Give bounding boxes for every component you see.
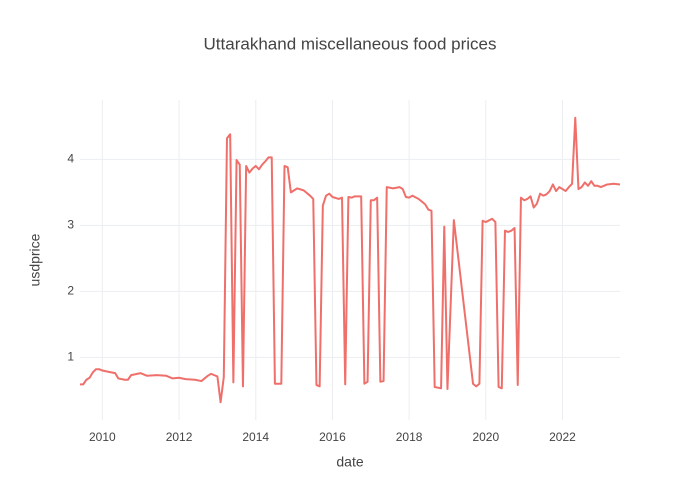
chart-title: Uttarakhand miscellaneous food prices	[204, 34, 497, 53]
x-tick-label: 2014	[242, 430, 269, 444]
y-tick-label: 2	[67, 284, 74, 298]
y-axis-title: usdprice	[27, 233, 43, 286]
x-tick-label: 2016	[319, 430, 346, 444]
y-tick-label: 1	[67, 349, 74, 363]
grid-layer: 1 2 3 4 2010 2012 2014 2016 2018 2020 2022	[67, 100, 620, 444]
x-axis-title: date	[336, 454, 363, 470]
data-line	[80, 116, 621, 404]
y-tick-label: 3	[67, 218, 74, 232]
x-tick-label: 2020	[472, 430, 499, 444]
y-tick-label: 4	[67, 152, 74, 166]
x-tick-label: 2012	[166, 430, 193, 444]
x-tick-label: 2022	[549, 430, 576, 444]
marks-layer	[80, 116, 621, 404]
x-tick-label: 2010	[89, 430, 116, 444]
x-tick-label: 2018	[396, 430, 423, 444]
